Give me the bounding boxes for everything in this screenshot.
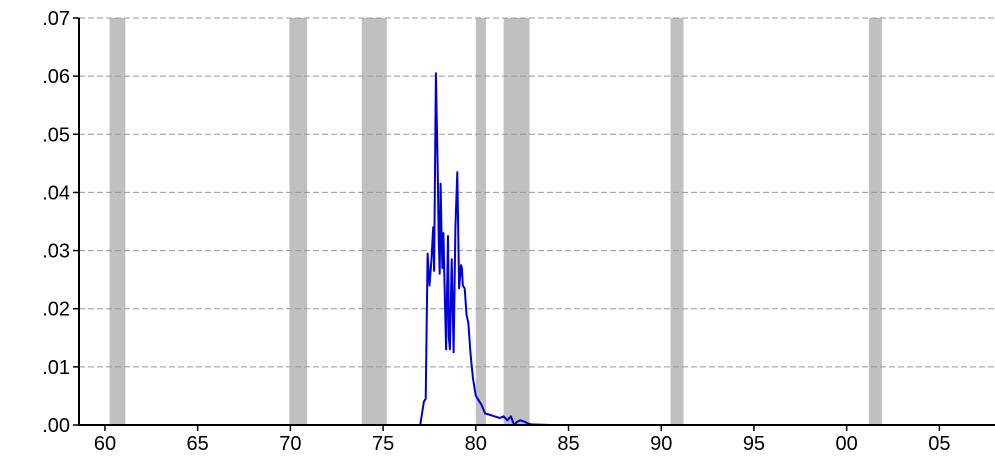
- y-tick-label-7: .07: [42, 8, 70, 30]
- recession-band-3: [475, 18, 487, 425]
- y-tick-label-3: .03: [42, 241, 70, 263]
- recession-shading: [109, 18, 882, 425]
- recession-band-1: [289, 18, 308, 425]
- recession-band-6: [868, 18, 882, 425]
- x-tick-label-3: 75: [372, 433, 394, 455]
- y-tick-label-6: .06: [42, 66, 70, 88]
- axes: [78, 18, 995, 426]
- y-tick-label-4: .04: [42, 182, 70, 204]
- x-tick-label-6: 90: [650, 433, 672, 455]
- y-tick-label-2: .02: [42, 299, 70, 321]
- y-tick-label-1: .01: [42, 357, 70, 379]
- x-tick-label-9: 05: [928, 433, 950, 455]
- recession-band-5: [670, 18, 684, 425]
- horizontal-gridlines: [79, 17, 995, 368]
- y-axis-ticks: .00 .01 .02 .03 .04 .05 .06 .07: [42, 8, 79, 437]
- x-tick-label-1: 65: [187, 433, 209, 455]
- x-tick-label-8: 00: [836, 433, 858, 455]
- series-line-0: [79, 72, 810, 426]
- series-layer: [79, 72, 810, 426]
- recession-band-0: [109, 18, 126, 425]
- x-tick-label-5: 85: [557, 433, 579, 455]
- x-tick-label-7: 95: [743, 433, 765, 455]
- y-tick-label-0: .00: [42, 415, 70, 437]
- x-tick-label-4: 80: [465, 433, 487, 455]
- x-axis-ticks: 60 65 70 75 80 85 90 95 00 05: [94, 425, 950, 455]
- x-tick-label-2: 70: [279, 433, 301, 455]
- x-tick-label-0: 60: [94, 433, 116, 455]
- recession-band-2: [361, 18, 387, 425]
- recession-band-4: [503, 18, 530, 425]
- y-tick-label-5: .05: [42, 124, 70, 146]
